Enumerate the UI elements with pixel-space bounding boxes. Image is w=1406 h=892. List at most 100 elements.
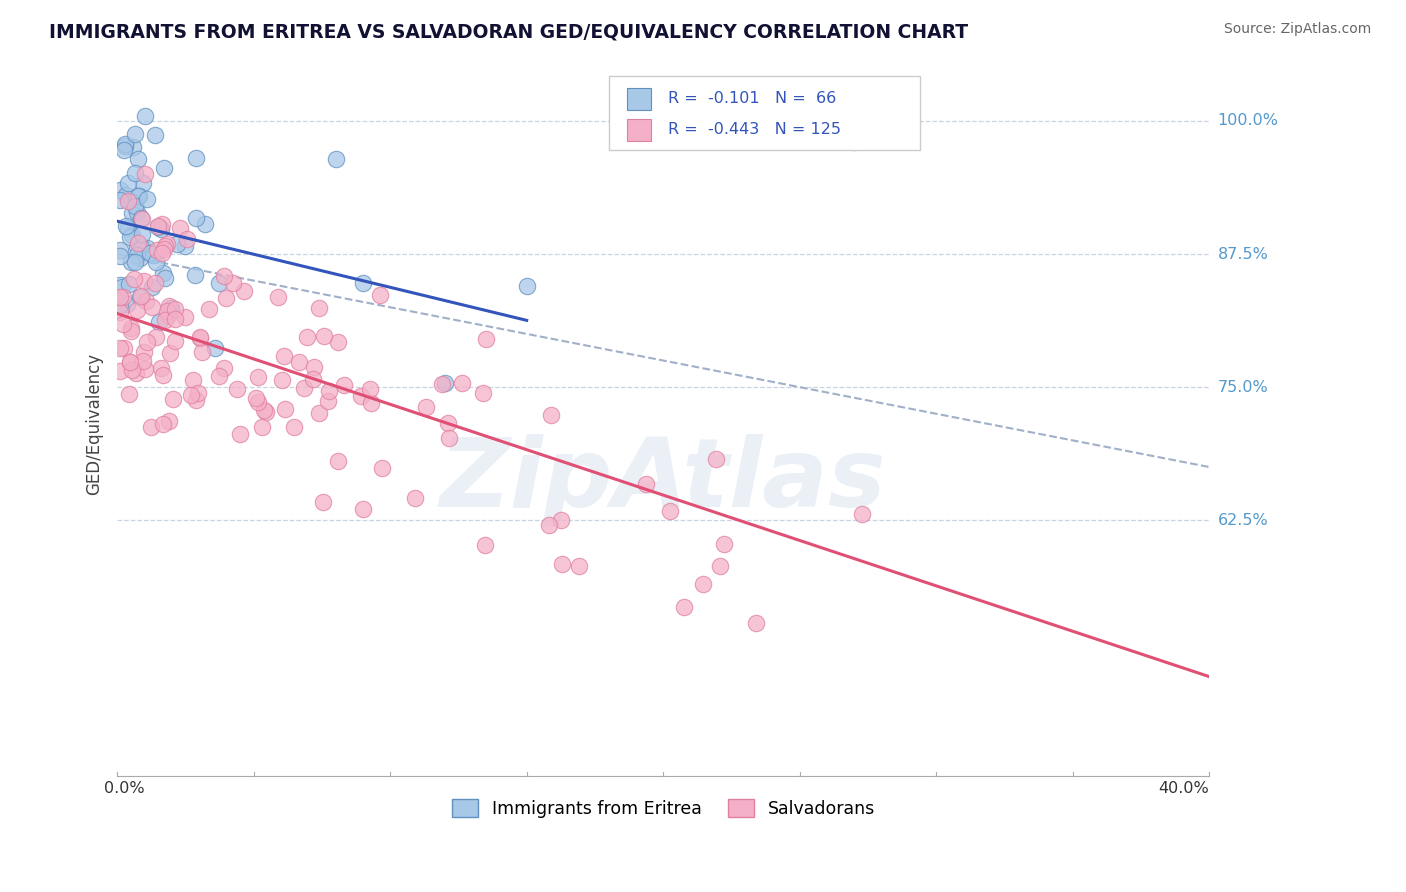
Point: [142, 247, 165, 261]
Point: [475, 332, 498, 346]
Point: [169, 221, 191, 235]
Point: [333, 378, 356, 392]
Point: [157, 300, 180, 314]
Text: ZipAtlas: ZipAtlas: [440, 434, 887, 527]
Point: [471, 385, 494, 400]
Point: [112, 317, 135, 331]
Point: [153, 239, 176, 253]
Point: [132, 345, 155, 359]
Text: R =  -0.443   N = 125: R = -0.443 N = 125: [668, 122, 841, 137]
Point: [184, 268, 207, 282]
Point: [184, 151, 207, 165]
Point: [152, 368, 174, 383]
Point: [371, 460, 394, 475]
Point: [672, 599, 695, 614]
Point: [156, 236, 179, 251]
Point: [120, 321, 142, 335]
Point: [121, 362, 143, 376]
Point: [537, 517, 560, 532]
Point: [118, 230, 141, 244]
Point: [283, 420, 305, 434]
Point: [124, 166, 146, 180]
Point: [129, 289, 152, 303]
Point: [713, 537, 735, 551]
Point: [131, 211, 153, 226]
Point: [114, 188, 136, 202]
Point: [139, 246, 162, 260]
Point: [153, 242, 176, 256]
Point: [117, 176, 139, 190]
Point: [127, 205, 149, 219]
Point: [174, 310, 197, 324]
Point: [141, 280, 163, 294]
Point: [451, 376, 474, 390]
Point: [292, 381, 315, 395]
Point: [350, 388, 373, 402]
Point: [134, 362, 156, 376]
Point: [225, 382, 247, 396]
Point: [121, 195, 143, 210]
Point: [314, 329, 336, 343]
Point: [117, 297, 139, 311]
Point: [108, 278, 131, 293]
Point: [436, 416, 458, 430]
Point: [108, 342, 131, 356]
Point: [198, 301, 221, 316]
Point: [222, 276, 245, 290]
Point: [316, 394, 339, 409]
Point: [115, 219, 138, 233]
Point: [229, 427, 252, 442]
Point: [214, 269, 236, 284]
Point: [368, 288, 391, 302]
Point: [194, 217, 217, 231]
Point: [136, 241, 159, 255]
Point: [308, 301, 330, 315]
Point: [744, 616, 766, 631]
Point: [117, 194, 139, 208]
Point: [134, 109, 156, 123]
Point: [851, 507, 873, 521]
Text: IMMIGRANTS FROM ERITREA VS SALVADORAN GED/EQUIVALENCY CORRELATION CHART: IMMIGRANTS FROM ERITREA VS SALVADORAN GE…: [49, 22, 969, 41]
Point: [143, 247, 166, 261]
Point: [246, 394, 269, 409]
Point: [125, 240, 148, 254]
Point: [308, 406, 330, 420]
Point: [131, 227, 153, 242]
Text: 75.0%: 75.0%: [1218, 380, 1268, 394]
Point: [146, 219, 169, 234]
Point: [153, 270, 176, 285]
Point: [658, 504, 681, 518]
Point: [187, 386, 209, 401]
Point: [359, 382, 381, 396]
Point: [162, 392, 184, 406]
Point: [274, 401, 297, 416]
Point: [108, 193, 131, 207]
Point: [181, 373, 204, 387]
Point: [118, 277, 141, 291]
Point: [122, 272, 145, 286]
Point: [112, 143, 135, 157]
Legend: Immigrants from Eritrea, Salvadorans: Immigrants from Eritrea, Salvadorans: [444, 792, 882, 825]
Point: [328, 454, 350, 468]
Point: [124, 127, 146, 141]
Point: [146, 219, 169, 234]
Point: [129, 251, 152, 265]
Point: [118, 355, 141, 369]
Point: [146, 243, 169, 257]
Point: [430, 377, 453, 392]
Point: [111, 280, 134, 294]
Point: [118, 354, 141, 368]
Point: [117, 220, 139, 235]
Point: [180, 387, 202, 401]
Point: [134, 274, 156, 288]
Point: [110, 298, 132, 312]
Point: [120, 324, 142, 338]
Point: [250, 419, 273, 434]
Point: [163, 301, 186, 316]
Point: [184, 211, 207, 225]
Point: [325, 152, 347, 166]
Point: [135, 192, 157, 206]
Point: [114, 138, 136, 153]
Point: [302, 359, 325, 374]
Text: 100.0%: 100.0%: [1218, 113, 1278, 128]
